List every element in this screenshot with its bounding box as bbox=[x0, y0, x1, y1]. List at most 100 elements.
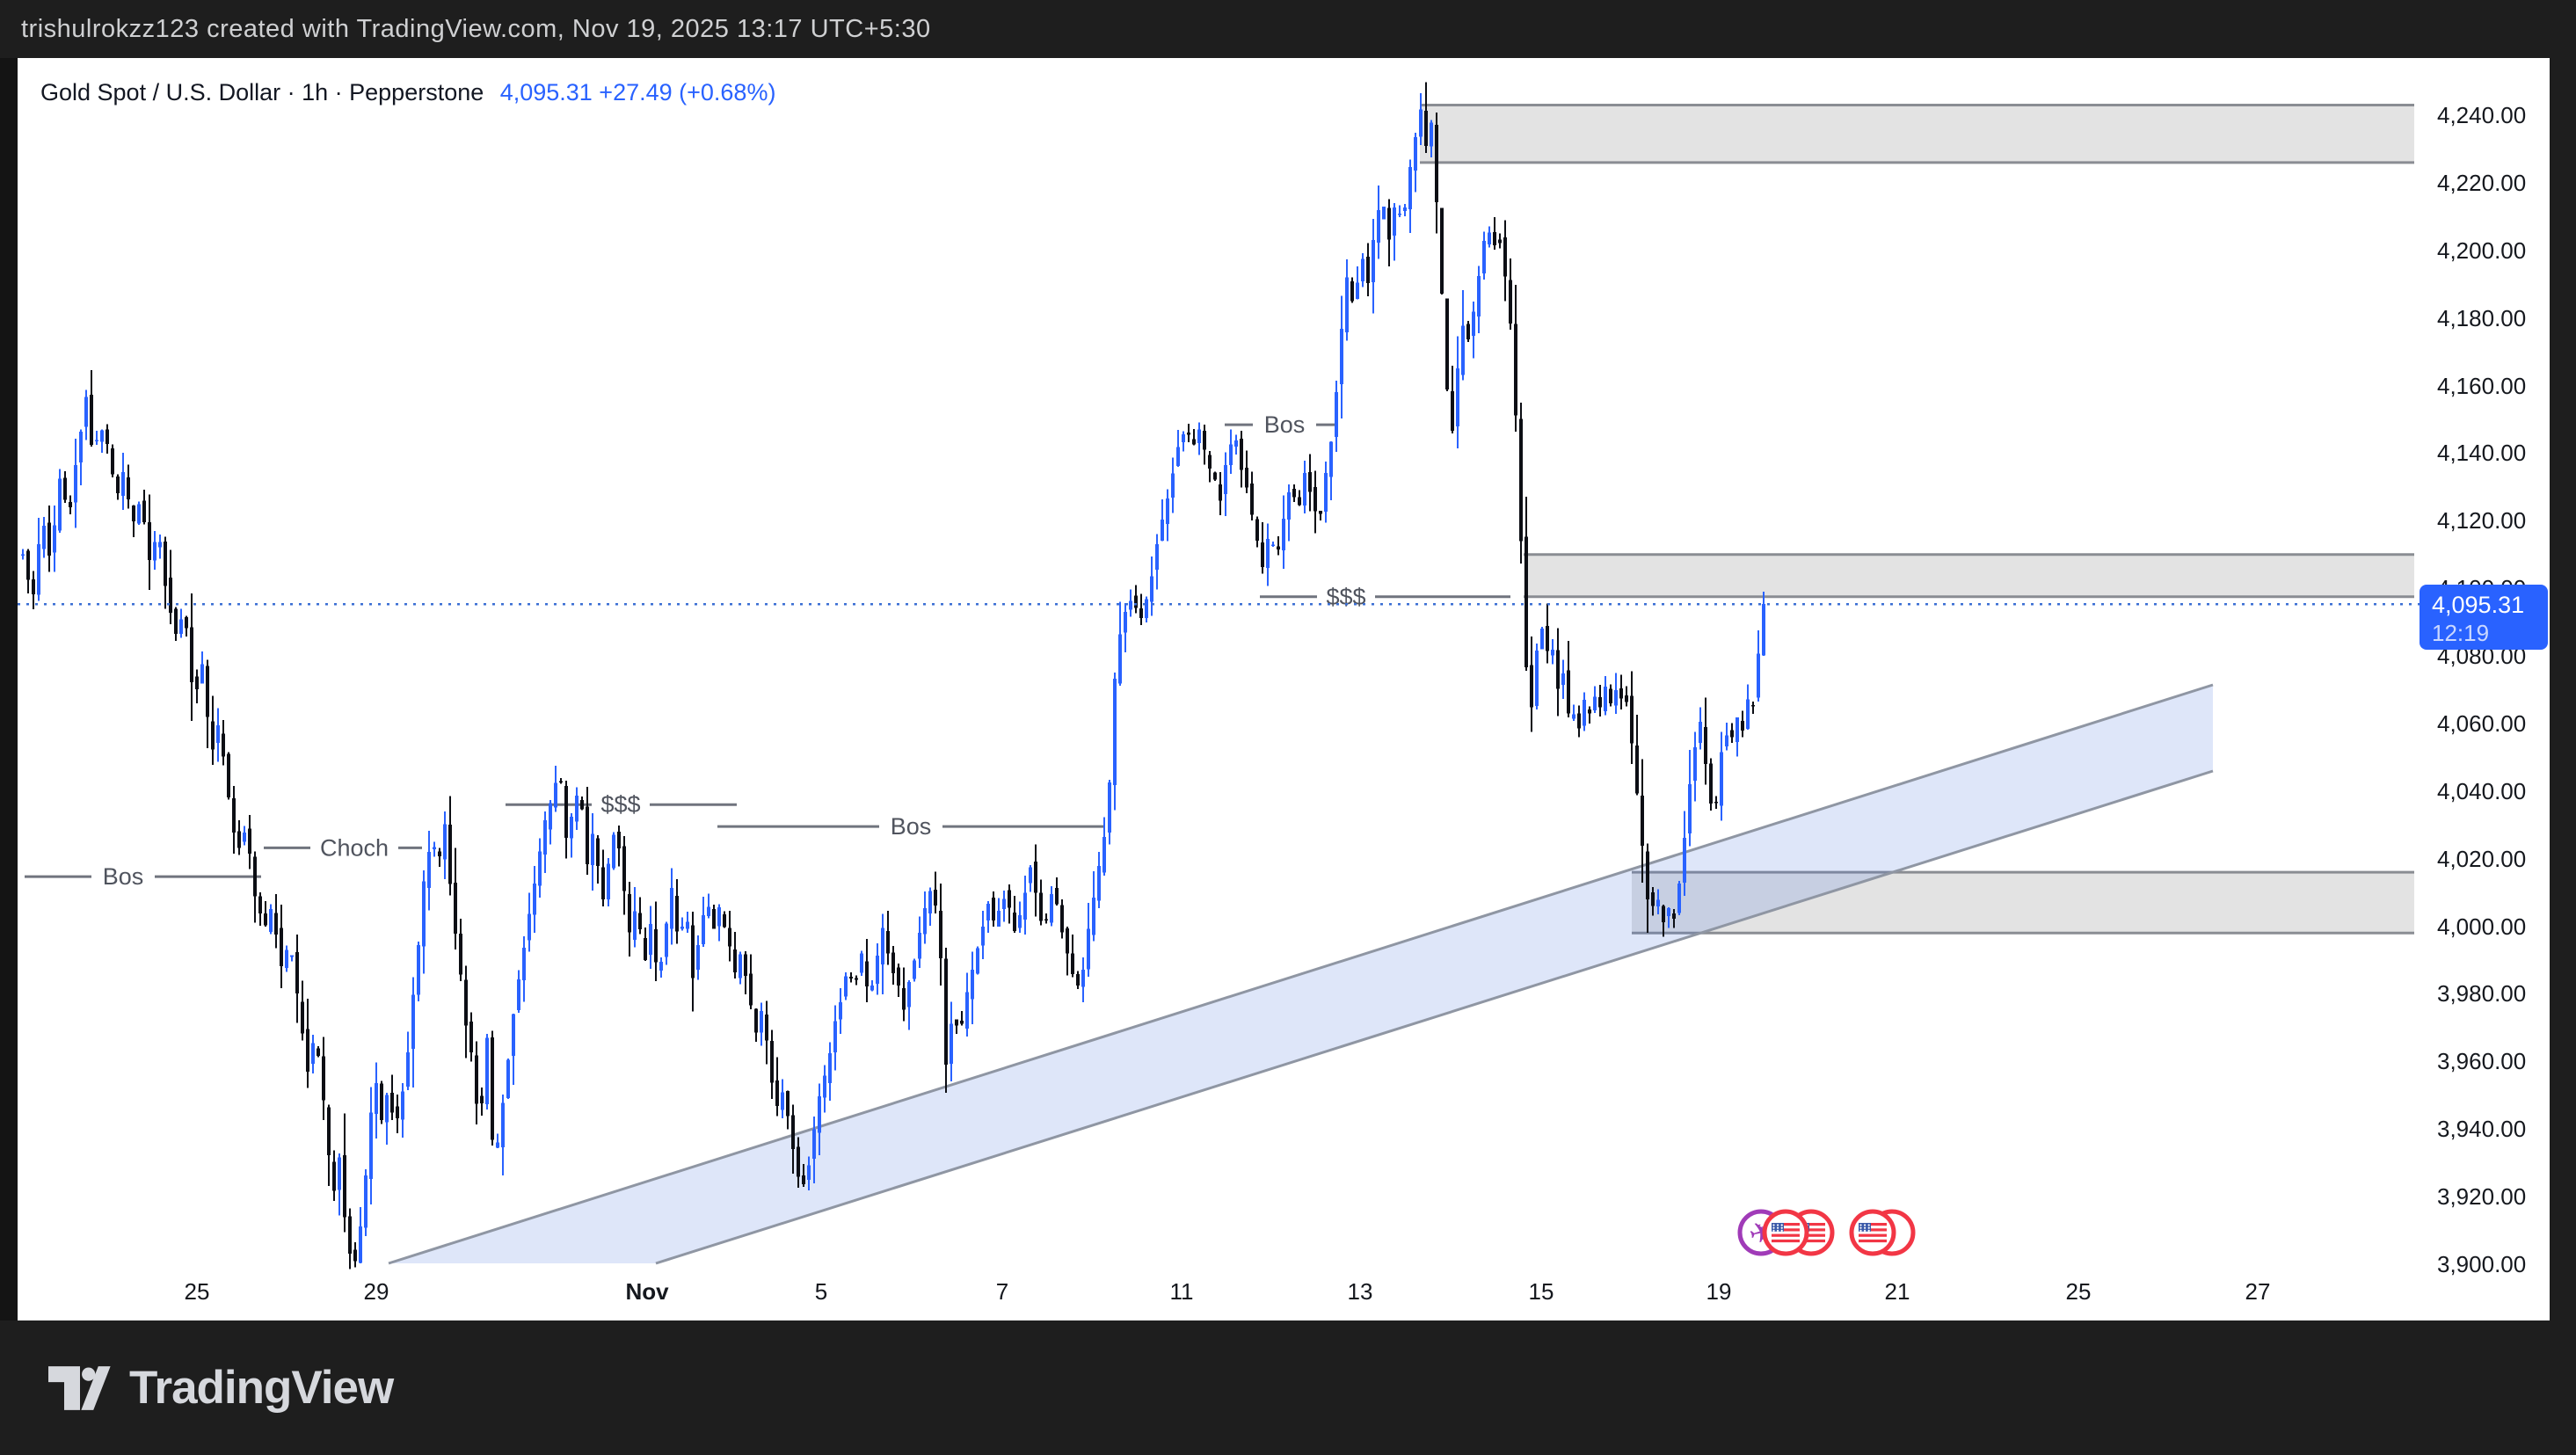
candle[interactable] bbox=[1365, 256, 1371, 283]
candle[interactable] bbox=[1661, 906, 1666, 922]
candle[interactable] bbox=[426, 852, 432, 888]
time-axis[interactable]: 25 29 Nov 5 7 11 13 15 19 21 25 27 bbox=[185, 1278, 2271, 1305]
candle[interactable] bbox=[912, 960, 917, 979]
candle[interactable] bbox=[463, 979, 469, 1026]
candle[interactable] bbox=[748, 973, 753, 1006]
candle[interactable] bbox=[1640, 795, 1645, 847]
candle[interactable] bbox=[126, 477, 131, 499]
candle[interactable] bbox=[664, 923, 669, 957]
candle[interactable] bbox=[1534, 651, 1539, 706]
candle[interactable] bbox=[1065, 928, 1070, 954]
us-economic-event-icon[interactable] bbox=[1762, 1209, 1809, 1256]
candle[interactable] bbox=[611, 834, 616, 869]
symbol-title[interactable]: Gold Spot / U.S. Dollar · 1h · Peppersto… bbox=[40, 79, 484, 105]
candle[interactable] bbox=[1397, 214, 1402, 215]
candle[interactable] bbox=[295, 951, 300, 994]
candle[interactable] bbox=[1376, 210, 1381, 244]
candle[interactable] bbox=[1592, 696, 1597, 710]
candle[interactable] bbox=[321, 1056, 326, 1101]
candle[interactable] bbox=[975, 948, 980, 974]
candle[interactable] bbox=[178, 619, 184, 635]
candle[interactable] bbox=[1001, 898, 1007, 910]
candle[interactable] bbox=[943, 958, 949, 1066]
candle[interactable] bbox=[674, 896, 680, 932]
candle[interactable] bbox=[1197, 429, 1202, 444]
candle[interactable] bbox=[442, 824, 448, 860]
candle[interactable] bbox=[1350, 280, 1355, 302]
candle[interactable] bbox=[1207, 455, 1212, 469]
candle[interactable] bbox=[168, 577, 173, 614]
candle[interactable] bbox=[1692, 747, 1698, 781]
candle[interactable] bbox=[1160, 519, 1165, 542]
candle[interactable] bbox=[764, 1015, 769, 1041]
candle[interactable] bbox=[210, 721, 215, 750]
candle[interactable] bbox=[89, 395, 94, 445]
candle[interactable] bbox=[732, 949, 738, 973]
candle[interactable] bbox=[1154, 543, 1160, 570]
candle[interactable] bbox=[1423, 110, 1429, 147]
candle[interactable] bbox=[131, 505, 136, 521]
structure-label[interactable]: Bos bbox=[891, 813, 932, 840]
candle[interactable] bbox=[880, 928, 885, 964]
candle[interactable] bbox=[1619, 687, 1624, 699]
candle[interactable] bbox=[769, 1040, 775, 1083]
candle[interactable] bbox=[1408, 167, 1413, 209]
candle[interactable] bbox=[1545, 626, 1550, 651]
candle[interactable] bbox=[173, 608, 178, 635]
candle[interactable] bbox=[1044, 919, 1049, 920]
candle[interactable] bbox=[1181, 434, 1186, 442]
candle[interactable] bbox=[1624, 695, 1629, 702]
candle[interactable] bbox=[917, 933, 922, 959]
candle[interactable] bbox=[1698, 722, 1703, 744]
candle[interactable] bbox=[57, 478, 62, 531]
candle[interactable] bbox=[1112, 678, 1117, 786]
candle[interactable] bbox=[542, 819, 548, 855]
candle[interactable] bbox=[928, 891, 933, 914]
candle[interactable] bbox=[532, 884, 537, 915]
candle[interactable] bbox=[1576, 713, 1582, 729]
candle[interactable] bbox=[84, 396, 89, 427]
candle[interactable] bbox=[73, 464, 78, 503]
candle[interactable] bbox=[595, 838, 600, 867]
candle[interactable] bbox=[1650, 891, 1655, 906]
candle[interactable] bbox=[1460, 325, 1466, 375]
candle[interactable] bbox=[938, 911, 943, 958]
us-economic-event-icon[interactable] bbox=[1849, 1209, 1896, 1256]
candle[interactable] bbox=[1233, 440, 1239, 447]
candle[interactable] bbox=[1070, 953, 1075, 975]
candle[interactable] bbox=[31, 578, 36, 595]
candle[interactable] bbox=[1613, 689, 1619, 706]
candle[interactable] bbox=[1735, 717, 1740, 742]
candle[interactable] bbox=[1344, 277, 1350, 332]
structure-label[interactable]: $$$ bbox=[1326, 584, 1365, 610]
candle[interactable] bbox=[205, 666, 210, 717]
candle[interactable] bbox=[600, 867, 606, 899]
candle[interactable] bbox=[558, 781, 564, 783]
candle[interactable] bbox=[52, 525, 57, 553]
candle[interactable] bbox=[1729, 730, 1735, 738]
candle[interactable] bbox=[1223, 464, 1228, 494]
candle[interactable] bbox=[811, 1129, 817, 1160]
candle[interactable] bbox=[1170, 473, 1175, 498]
candle[interactable] bbox=[527, 913, 532, 941]
candle[interactable] bbox=[99, 430, 105, 442]
candle[interactable] bbox=[142, 500, 147, 523]
candle[interactable] bbox=[1017, 914, 1022, 928]
candle[interactable] bbox=[954, 1019, 959, 1026]
candle[interactable] bbox=[1038, 892, 1044, 921]
structure-label[interactable]: Choch bbox=[320, 834, 389, 861]
candle[interactable] bbox=[1714, 801, 1719, 804]
candle[interactable] bbox=[105, 429, 110, 445]
candle[interactable] bbox=[1603, 687, 1608, 711]
candle[interactable] bbox=[1191, 439, 1197, 445]
candle[interactable] bbox=[368, 1112, 374, 1179]
candle[interactable] bbox=[484, 1037, 490, 1104]
candle[interactable] bbox=[1123, 611, 1128, 633]
candle[interactable] bbox=[458, 934, 463, 975]
candle[interactable] bbox=[1028, 867, 1033, 884]
candle[interactable] bbox=[305, 1029, 310, 1073]
candle[interactable] bbox=[1371, 239, 1376, 283]
candle[interactable] bbox=[669, 888, 674, 929]
candle[interactable] bbox=[400, 1091, 405, 1120]
candle[interactable] bbox=[743, 954, 748, 976]
